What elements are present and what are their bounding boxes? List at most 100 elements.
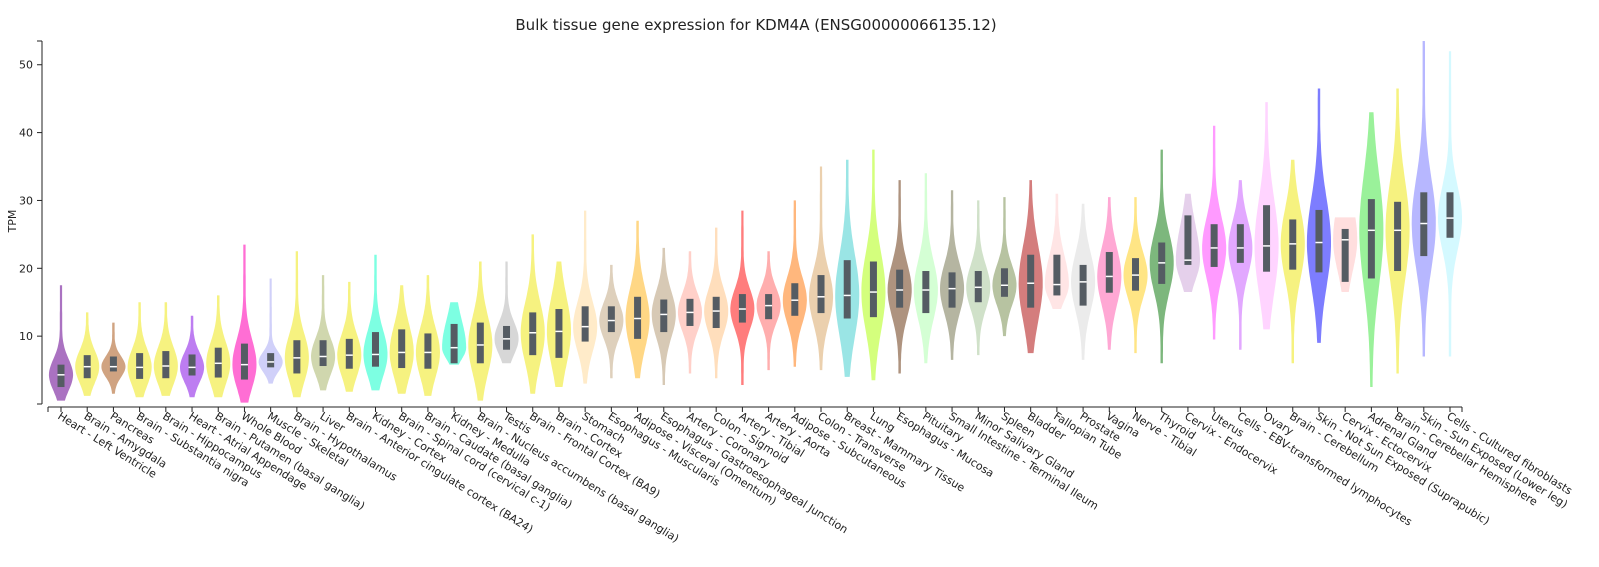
violin-shape: [75, 312, 100, 396]
violin-shape: [913, 173, 938, 364]
violin-group: [861, 149, 886, 381]
iqr-box: [345, 338, 353, 369]
iqr-box: [555, 309, 563, 358]
violin-group: [782, 200, 807, 367]
violin-group: [180, 315, 205, 398]
violin-group: [1438, 51, 1462, 357]
violin-group: [127, 302, 152, 398]
iqr-box: [1446, 192, 1454, 238]
violin-group: [389, 285, 414, 394]
violin-group: [966, 200, 991, 356]
violin-shape: [311, 275, 336, 391]
violin-group: [1306, 88, 1331, 343]
iqr-box: [503, 325, 511, 350]
violin-group: [625, 220, 650, 379]
iqr-box: [1027, 254, 1035, 308]
violin-group: [48, 285, 74, 401]
plot-area: [48, 41, 1462, 403]
violin-group: [284, 251, 309, 398]
violin-group: [651, 247, 676, 385]
violin-group: [415, 275, 440, 396]
violin-shape: [337, 281, 362, 392]
violin-shape: [48, 285, 74, 401]
y-tick-label: 40: [19, 127, 33, 140]
iqr-box: [109, 356, 117, 372]
violin-group: [468, 261, 493, 401]
iqr-box: [1315, 209, 1323, 273]
violin-group: [258, 278, 283, 384]
iqr-box: [371, 332, 379, 367]
iqr-box: [1394, 201, 1402, 272]
violin-shape: [494, 261, 519, 364]
violin-group: [704, 227, 729, 379]
iqr-box: [188, 354, 196, 376]
violin-group: [677, 251, 702, 374]
iqr-box: [660, 299, 668, 333]
iqr-box: [948, 272, 956, 308]
iqr-box: [1000, 268, 1008, 297]
iqr-box: [607, 306, 615, 333]
iqr-box: [240, 343, 248, 380]
iqr-box: [293, 340, 301, 374]
violin-group: [599, 264, 624, 379]
violin-group: [1071, 203, 1096, 360]
violin-group: [442, 302, 467, 365]
iqr-box: [1105, 252, 1113, 293]
iqr-box: [267, 353, 275, 368]
iqr-box: [529, 312, 537, 356]
iqr-box: [1210, 224, 1218, 267]
iqr-box: [1079, 264, 1087, 306]
iqr-box: [712, 296, 720, 329]
violin-group: [940, 190, 965, 360]
iqr-box: [765, 294, 773, 320]
violin-group: [809, 166, 834, 371]
iqr-box: [162, 351, 170, 379]
iqr-box: [450, 323, 458, 364]
violin-shape: [573, 210, 598, 384]
iqr-box: [843, 260, 851, 319]
violin-group: [520, 234, 545, 394]
violin-shape: [258, 278, 283, 384]
violin-shape: [809, 166, 834, 371]
violin-shape: [232, 244, 257, 403]
violin-shape: [127, 302, 152, 398]
violin-group: [546, 261, 571, 387]
violin-shape: [1228, 180, 1253, 350]
y-axis-label: TPM: [6, 210, 19, 234]
iqr-box: [896, 269, 904, 308]
iqr-box: [922, 271, 930, 314]
violin-group: [1018, 180, 1043, 354]
iqr-box: [581, 306, 589, 342]
violin-group: [1097, 197, 1122, 350]
violin-group: [756, 251, 781, 371]
violin-group: [311, 275, 336, 391]
violin-group: [1044, 193, 1069, 309]
violin-group: [75, 312, 100, 396]
violin-group: [1411, 41, 1436, 357]
violin-group: [1333, 217, 1358, 292]
iqr-box: [1263, 205, 1271, 272]
iqr-box: [57, 364, 65, 388]
violin-group: [101, 322, 126, 394]
violin-group: [206, 295, 231, 398]
violin-group: [913, 173, 938, 364]
violin-group: [494, 261, 519, 364]
violin-group: [1385, 88, 1410, 374]
iqr-box: [1341, 228, 1349, 282]
violin-group: [887, 180, 912, 374]
violin-group: [1254, 102, 1279, 330]
iqr-box: [1053, 254, 1061, 296]
violin-group: [363, 254, 388, 391]
iqr-box: [136, 353, 144, 379]
violin-group: [1202, 125, 1227, 340]
violin-group: [232, 244, 257, 403]
violin-group: [1175, 193, 1200, 292]
chart-title: Bulk tissue gene expression for KDM4A (E…: [515, 16, 996, 34]
violin-group: [1280, 159, 1305, 364]
violin-shape: [1044, 193, 1069, 309]
y-tick-label: 50: [19, 59, 33, 72]
violin-group: [1359, 112, 1384, 387]
iqr-box: [869, 261, 877, 318]
